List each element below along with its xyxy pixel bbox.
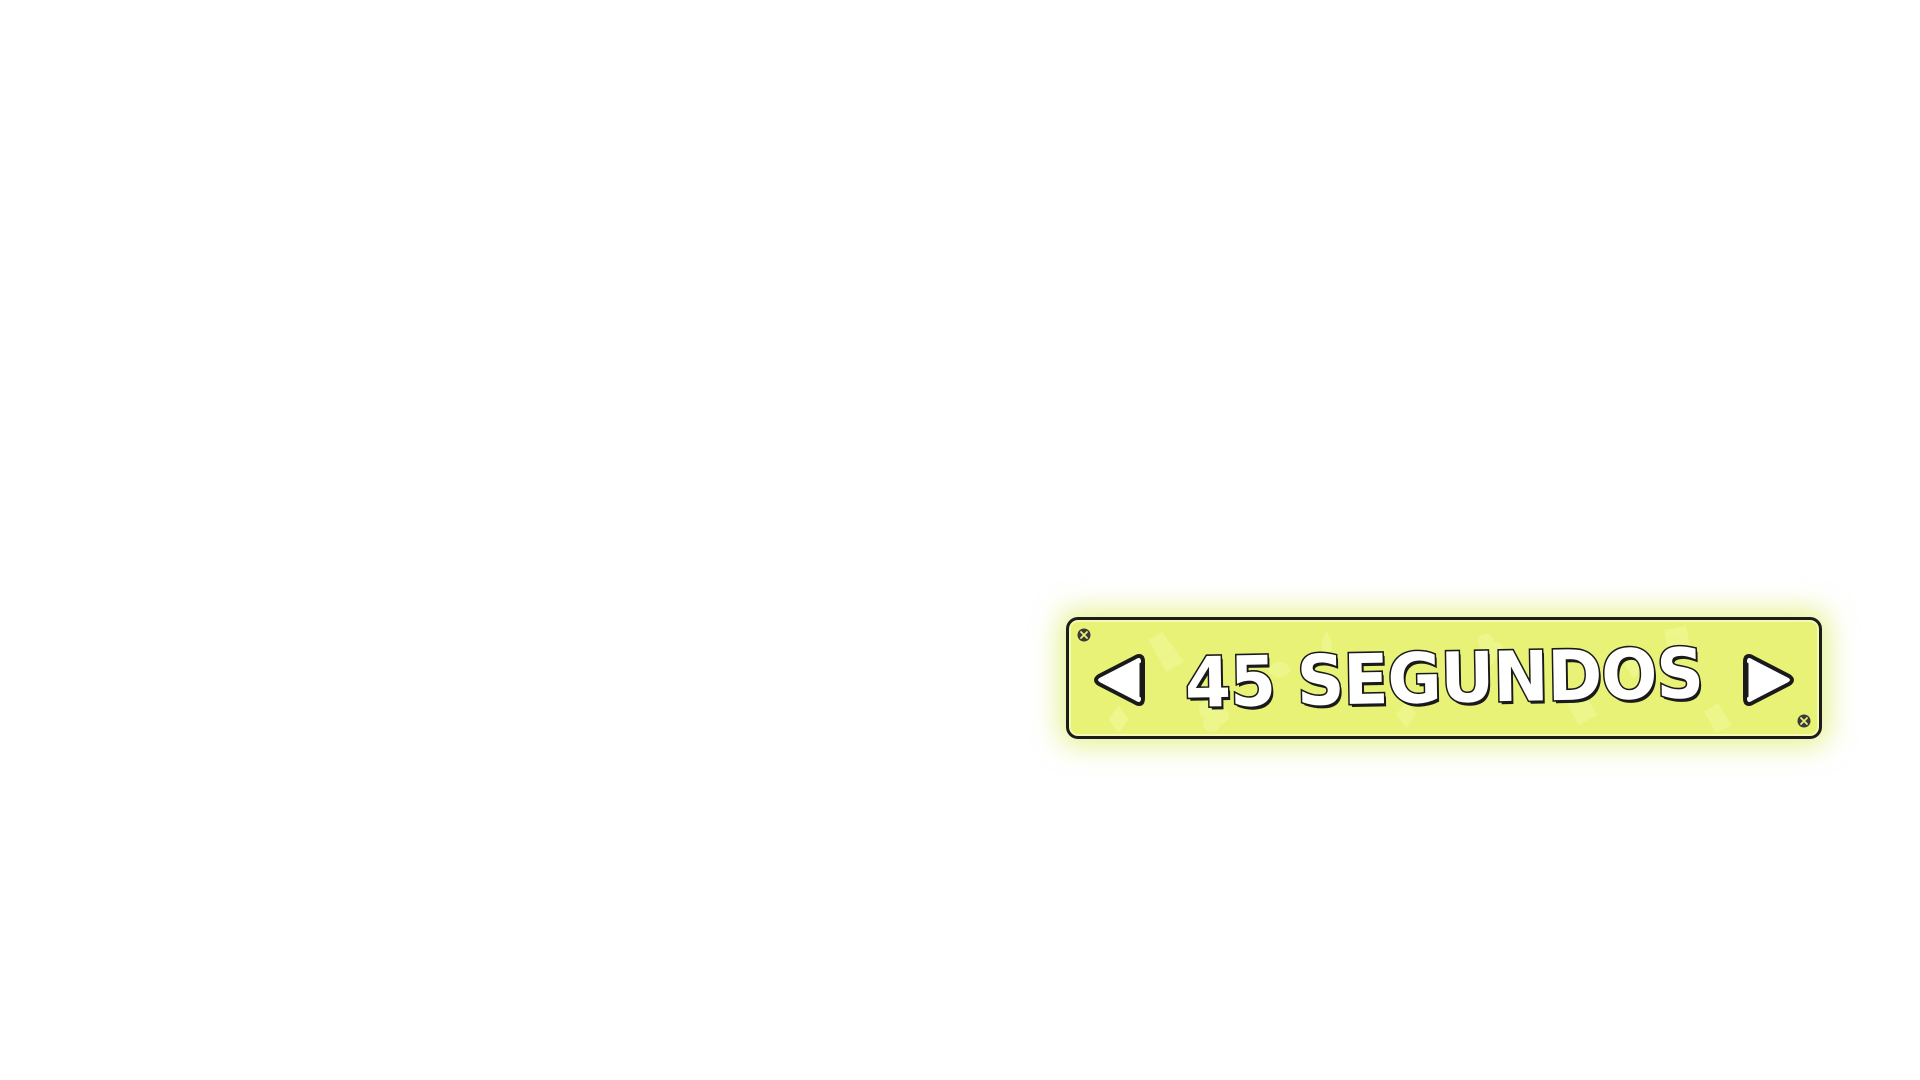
selected-value: 45 SEGUNDOS	[1159, 620, 1729, 736]
previous-option-button[interactable]	[1089, 650, 1149, 710]
triangle-left-icon	[1094, 654, 1145, 706]
next-option-button[interactable]	[1739, 650, 1799, 710]
screw-icon	[1077, 628, 1091, 642]
duration-label: 45 SEGUNDOS	[1183, 631, 1705, 724]
screw-icon	[1797, 714, 1811, 728]
option-selector: 45 SEGUNDOS	[1066, 617, 1822, 739]
triangle-right-icon	[1743, 654, 1794, 706]
